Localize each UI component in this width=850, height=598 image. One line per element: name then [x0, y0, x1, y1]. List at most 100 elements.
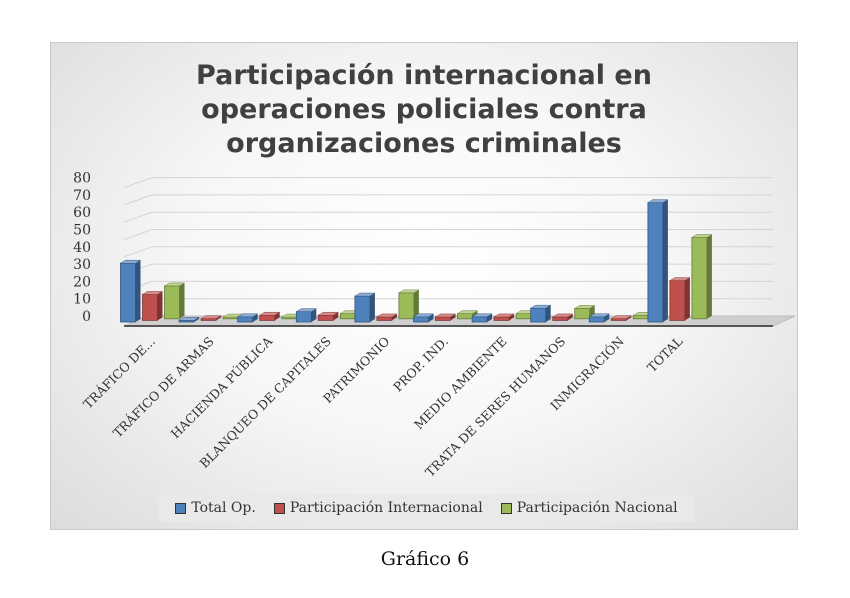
gridline-side [123, 194, 153, 206]
bar-top [200, 315, 223, 319]
bar-top [141, 291, 164, 295]
gridline-side [123, 211, 153, 223]
gridline-side [123, 246, 153, 258]
bar-side [450, 313, 456, 321]
bar-front [457, 313, 473, 320]
bar-side [194, 317, 200, 322]
bar-front [295, 311, 312, 323]
bar-side [369, 293, 375, 322]
bar-side [428, 313, 434, 322]
bar-side [706, 234, 712, 319]
bar-top [353, 292, 376, 297]
chart-title-line-3: organizaciones criminales [226, 128, 622, 159]
bar-front [588, 316, 605, 323]
bar-front [164, 285, 180, 320]
bar-top [573, 305, 596, 309]
bar-side [567, 313, 573, 321]
bar-top [295, 308, 318, 312]
bar-front [574, 308, 591, 320]
bar-top [375, 313, 398, 318]
bar-top [236, 313, 259, 318]
bar-top [317, 311, 340, 316]
bar-side [413, 289, 419, 319]
bar-side [333, 312, 339, 321]
legend-item-total: Total Op. [175, 500, 256, 516]
bar-top [412, 313, 435, 318]
legend-label-total: Total Op. [191, 500, 256, 516]
bar-top [258, 311, 281, 316]
y-tick-label: 80 [73, 171, 91, 187]
bar-front [530, 307, 547, 323]
bar-side [157, 291, 163, 321]
legend-swatch-total [175, 502, 187, 514]
bar-side [684, 277, 690, 321]
gridline-side [123, 229, 153, 240]
bar-side [252, 313, 258, 322]
bar-top [493, 313, 516, 318]
bar-top [588, 313, 611, 318]
y-tick-label: 0 [82, 309, 91, 325]
bar-front [515, 313, 532, 320]
bar-top [434, 313, 457, 318]
bar-front [259, 314, 276, 321]
bar-front [142, 294, 158, 321]
bar-front [237, 316, 254, 323]
x-tick-label: TOTAL [644, 334, 685, 375]
bar-front [413, 316, 429, 323]
bar-top [690, 234, 713, 238]
bar-side [545, 305, 551, 322]
bar-front [691, 237, 708, 320]
y-tick-label: 70 [73, 188, 91, 204]
x-tick-label: TRÁFICO DE ARMAS [110, 334, 217, 441]
chart-area: Participación internacional en operacion… [50, 42, 798, 530]
y-tick-label: 30 [73, 257, 91, 273]
bar-side [509, 313, 515, 321]
y-tick-label: 10 [73, 292, 91, 308]
y-tick-label: 50 [73, 223, 91, 239]
bar-front [647, 202, 664, 323]
y-tick-label: 40 [73, 240, 91, 256]
legend: Total Op. Participación Internacional Pa… [159, 494, 694, 522]
bar-top [551, 313, 574, 318]
bar-front [317, 314, 334, 321]
bar-side [179, 282, 185, 319]
bar-top [178, 317, 201, 321]
bar-front [339, 313, 356, 320]
bar-front [398, 292, 415, 320]
bar-top [646, 199, 669, 203]
bar-front [471, 316, 488, 323]
bar-side [311, 308, 317, 322]
bar-front [120, 262, 136, 323]
bar-top [397, 289, 420, 294]
bar-front [376, 316, 393, 321]
legend-item-internacional: Participación Internacional [273, 500, 483, 516]
y-tick-label: 20 [73, 274, 91, 290]
bar-front [178, 319, 195, 323]
bar-side [135, 260, 141, 322]
figure-caption: Gráfico 6 [380, 548, 470, 570]
y-tick-label: 60 [73, 205, 91, 221]
bar-top [163, 282, 186, 287]
bar-side [626, 315, 632, 321]
bar-top [610, 315, 633, 319]
bar-front [200, 318, 217, 321]
bar-front [222, 316, 239, 320]
legend-label-internacional: Participación Internacional [289, 500, 483, 516]
bar-front [610, 318, 627, 321]
bar-side [391, 313, 397, 321]
bar-front [552, 316, 569, 321]
bar-front [493, 316, 510, 321]
bar-front [281, 316, 298, 320]
bar-side [216, 315, 222, 321]
chart-title-line-1: Participación internacional en [196, 60, 652, 91]
chart-title-line-2: operaciones policiales contra [201, 94, 647, 125]
bar-top [529, 304, 552, 309]
legend-item-nacional: Participación Nacional [500, 500, 678, 516]
bar-top [668, 277, 691, 281]
bar-front [669, 280, 686, 321]
bar-top [119, 259, 142, 264]
bar-top [471, 313, 494, 318]
x-tick-label: PROP. IND. [390, 334, 451, 395]
legend-label-nacional: Participación Nacional [516, 500, 678, 516]
